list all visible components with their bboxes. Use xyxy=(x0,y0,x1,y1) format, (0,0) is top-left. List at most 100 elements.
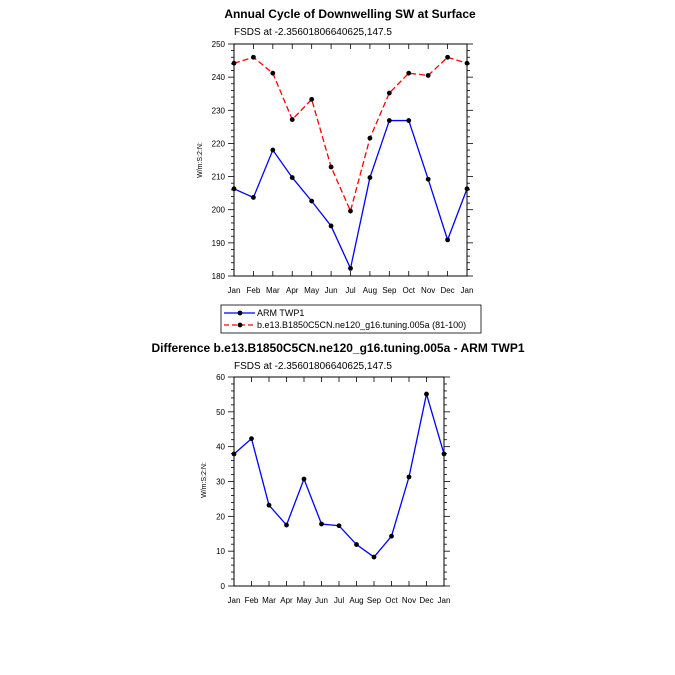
chart1-x-tick-label: Nov xyxy=(421,286,435,295)
chart1-series-0-point xyxy=(328,223,334,229)
chart2-series-0-point xyxy=(319,521,324,527)
chart1-y-axis-label: W/m:S:2:N: xyxy=(197,142,204,178)
chart1-series-0-point xyxy=(406,118,412,123)
chart1-series-line-1 xyxy=(233,56,468,213)
chart2-series-0-point xyxy=(371,554,377,560)
chart1-plot: Jan Feb Mar Apr May Jun Jul Aug Sep Oct Nov Dec Jan1… xyxy=(212,40,474,295)
legend-marker-model xyxy=(237,322,243,328)
chart2-x-tick-label: Dec xyxy=(419,596,433,605)
legend-label-model: b.e13.B1850C5CN.ne120_g16.tuning.005a (8… xyxy=(257,320,466,330)
chart2-y-axis-label: W/m:S:2:N: xyxy=(201,462,208,498)
chart1-series-0-point xyxy=(464,186,470,192)
chart1-series-1-point xyxy=(309,96,315,102)
chart2-y-tick-label: 30 xyxy=(216,478,225,487)
chart1-series-1-point xyxy=(406,70,412,76)
chart1-y-tick-label: 200 xyxy=(212,206,226,215)
chart1-y-tick-label: 230 xyxy=(212,106,226,115)
chart2-x-tick-label: Sep xyxy=(367,596,382,605)
chart1-y-tick-label: 220 xyxy=(212,139,226,148)
chart1-series-1-point xyxy=(464,60,470,66)
chart2-y-tick-label: 20 xyxy=(216,512,225,521)
chart1-x-tick-label: Apr xyxy=(286,286,299,295)
chart1-x-tick-label: May xyxy=(304,286,319,295)
chart1-series-1-point xyxy=(425,73,431,78)
chart2-x-tick-label: Jan xyxy=(228,596,241,605)
chart2-x-tick-label: Aug xyxy=(349,596,363,605)
chart1-x-tick-label: Jul xyxy=(345,286,355,295)
legend-box xyxy=(220,304,482,334)
chart2-x-tick-label: Oct xyxy=(385,596,398,605)
chart1-series-1-point xyxy=(270,70,276,76)
chart1-series-1-point xyxy=(445,54,450,60)
chart2-subtitle: FSDS at -2.35601806640625,147.5 xyxy=(234,361,392,372)
chart1-series-0-point xyxy=(425,176,431,182)
chart2-y-tick-label: 60 xyxy=(216,373,225,382)
chart1-x-tick-label: Jan xyxy=(228,286,241,295)
chart1-series-0-point xyxy=(270,147,276,153)
chart2-x-tick-label: Mar xyxy=(262,596,276,605)
chart1-y-tick-label: 210 xyxy=(212,173,226,182)
chart2-y-tick-label: 50 xyxy=(216,408,225,417)
chart1-x-tick-label: Mar xyxy=(266,286,280,295)
chart1-x-tick-label: Oct xyxy=(403,286,416,295)
chart1-series-1-point xyxy=(251,54,256,60)
chart2-y-tick-label: 40 xyxy=(216,443,225,452)
chart1-y-tick-label: 180 xyxy=(212,272,226,281)
chart1-y-tick-label: 250 xyxy=(212,40,226,49)
legend-label-arm: ARM TWP1 xyxy=(257,308,304,318)
chart1-series-0-point xyxy=(386,118,392,123)
chart1-x-tick-label: Aug xyxy=(363,286,377,295)
chart2-series-0-point xyxy=(284,522,289,528)
chart1-x-tick-label: Jan xyxy=(461,286,474,295)
chart2-x-tick-label: Jun xyxy=(315,596,328,605)
chart1-series-line-0 xyxy=(233,119,468,271)
chart1-series-0-point xyxy=(367,175,373,180)
chart1-series-1-point xyxy=(367,135,373,141)
chart1-x-tick-label: Dec xyxy=(440,286,454,295)
chart1-series-1-point xyxy=(386,90,392,96)
chart1-x-tick-label: Jun xyxy=(325,286,338,295)
chart2-y-tick-label: 10 xyxy=(216,547,225,556)
legend-marker-arm xyxy=(237,310,243,316)
chart1-title: Annual Cycle of Downwelling SW at Surfac… xyxy=(224,7,476,21)
chart2-series-0-point xyxy=(266,502,272,508)
chart2-x-tick-label: Jan xyxy=(438,596,451,605)
chart1-x-tick-label: Sep xyxy=(382,286,397,295)
chart2-y-tick-label: 0 xyxy=(221,582,226,591)
chart2-series-0-point xyxy=(231,451,237,457)
chart1-series-0-point xyxy=(445,237,450,243)
chart1-series-1-point xyxy=(328,164,334,170)
chart2-series-0-point xyxy=(389,533,394,539)
chart2-title: Difference b.e13.B1850C5CN.ne120_g16.tun… xyxy=(151,341,524,355)
chart2-series-0-point xyxy=(336,523,342,529)
chart2-plot-frame xyxy=(233,376,445,587)
chart1-series-1-point xyxy=(348,208,353,214)
chart1-series-1-point xyxy=(289,117,295,122)
chart1-series-0-point xyxy=(231,186,237,192)
chart1-legend: ARM TWP1 b.e13.B1850C5CN.ne120_g16.tunin… xyxy=(220,304,482,334)
chart1-series-0-point xyxy=(251,195,256,200)
chart2-series-0-point xyxy=(249,436,254,442)
chart1-x-tick-label: Feb xyxy=(247,286,261,295)
chart2-series-0-point xyxy=(354,542,359,547)
chart2-series-0-point xyxy=(301,476,307,482)
chart1-series-1-point xyxy=(231,60,237,66)
chart2-x-tick-label: May xyxy=(296,596,311,605)
chart2-series-0-point xyxy=(424,391,429,397)
chart1-series-0-point xyxy=(309,198,315,204)
chart1-y-tick-label: 240 xyxy=(212,73,226,82)
chart1-y-tick-label: 190 xyxy=(212,239,226,248)
chart1-series-0-point xyxy=(348,265,353,271)
chart2-series-0-point xyxy=(406,474,412,480)
chart2-series-0-point xyxy=(441,451,447,457)
chart1-subtitle: FSDS at -2.35601806640625,147.5 xyxy=(234,27,392,38)
chart1-series-0-point xyxy=(289,175,295,180)
chart2-plot: Jan Feb Mar Apr May Jun Jul Aug Sep Oct Nov Dec Jan0… xyxy=(216,373,450,605)
chart2-x-tick-label: Feb xyxy=(245,596,259,605)
chart2-x-tick-label: Nov xyxy=(402,596,416,605)
chart2-x-tick-label: Apr xyxy=(280,596,293,605)
chart2-x-tick-label: Jul xyxy=(334,596,344,605)
chart2-series-line-0 xyxy=(233,393,445,558)
